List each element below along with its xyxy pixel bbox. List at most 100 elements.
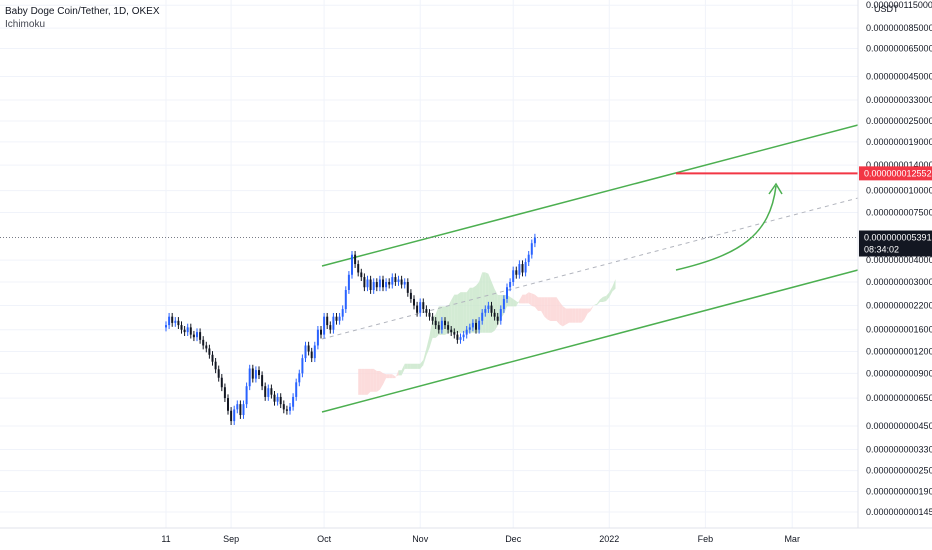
- price-tick-label: 0.000000045000: [866, 71, 932, 81]
- price-tick-label: 0.000000000650: [866, 393, 932, 403]
- cloud-segment: [578, 308, 582, 323]
- cloud-segment: [528, 292, 532, 306]
- cloud-segment: [534, 294, 538, 311]
- price-tick-label: 0.000000007500: [866, 207, 932, 217]
- time-tick-label: 11: [161, 534, 170, 544]
- candle-body: [217, 369, 220, 378]
- candle-body: [267, 388, 270, 397]
- candle-body: [496, 316, 499, 321]
- candle-body: [493, 312, 496, 317]
- indicator-label[interactable]: Ichimoku: [5, 19, 46, 30]
- candle-body: [332, 316, 335, 330]
- candle-body: [254, 370, 257, 379]
- cloud-segment: [361, 368, 365, 395]
- candle-body: [490, 305, 493, 313]
- price-tick-label: 0.000000003000: [866, 277, 932, 287]
- price-tick-label: 0.000000004000: [866, 255, 932, 265]
- cloud-segment: [472, 285, 476, 333]
- candle-body: [428, 312, 431, 317]
- candle-body: [431, 316, 434, 321]
- target-price-badge: [859, 166, 932, 181]
- candle-body: [391, 277, 394, 285]
- candle-body: [344, 289, 347, 310]
- cloud-segment: [559, 301, 563, 327]
- cloud-segment: [550, 297, 554, 322]
- price-tick-label: 0.000000115000: [866, 0, 932, 10]
- cloud-segment: [364, 368, 368, 395]
- price-tick-label: 0.000000025000: [866, 116, 932, 126]
- price-tick-label: 0.000000033000: [866, 95, 932, 105]
- candle-body: [239, 404, 242, 416]
- candle-body: [165, 325, 167, 328]
- candle-body: [468, 327, 471, 330]
- candle-body: [499, 309, 502, 321]
- cloud-segment: [426, 335, 430, 356]
- cloud-segment: [389, 374, 393, 379]
- candle-body: [310, 351, 313, 359]
- cloud-segment: [376, 370, 380, 392]
- candle-body: [251, 368, 254, 379]
- ichimoku-cloud: [358, 272, 616, 395]
- candle-body: [527, 254, 530, 263]
- cloud-segment: [448, 300, 452, 333]
- cloud-segment: [404, 363, 408, 369]
- price-tick-label: 0.000000001600: [866, 325, 932, 335]
- cloud-segment: [410, 363, 414, 369]
- candle-body: [481, 312, 484, 321]
- cloud-segment: [600, 296, 604, 302]
- cloud-segment: [553, 297, 557, 322]
- cloud-segment: [392, 374, 396, 379]
- candle-body: [502, 298, 505, 310]
- candle-body: [326, 316, 329, 326]
- candle-body: [487, 305, 490, 310]
- candle-body: [533, 237, 536, 244]
- grid-layer: [0, 0, 858, 528]
- time-tick-label: Feb: [698, 534, 714, 544]
- candle-body: [341, 309, 344, 317]
- candle-body: [437, 325, 440, 330]
- candle-body: [363, 277, 366, 288]
- cloud-segment: [373, 368, 377, 392]
- candle-body: [509, 282, 512, 288]
- candle-body: [282, 404, 285, 410]
- candle-body: [298, 373, 301, 383]
- candle-body: [168, 316, 171, 326]
- candle-body: [372, 282, 375, 290]
- candle-body: [258, 370, 260, 376]
- cloud-segment: [584, 308, 588, 320]
- cloud-segment: [538, 297, 542, 311]
- cloud-segment: [556, 297, 560, 325]
- candle-body: [382, 279, 384, 288]
- countdown-text: 08:34:02: [864, 245, 899, 255]
- candle-body: [227, 398, 229, 411]
- candle-body: [471, 322, 474, 328]
- cloud-segment: [565, 308, 569, 325]
- channel-midline: [321, 197, 859, 340]
- candle-body: [189, 327, 192, 335]
- candle-body: [329, 325, 332, 330]
- price-tick-label: 0.000000000250: [866, 466, 932, 476]
- time-tick-label: Nov: [412, 534, 429, 544]
- cloud-segment: [454, 294, 458, 333]
- cloud-segment: [476, 281, 480, 333]
- cloud-segment: [606, 292, 610, 301]
- candle-body: [233, 409, 236, 422]
- cloud-segment: [516, 300, 520, 307]
- candle-body: [335, 316, 338, 321]
- cloud-segment: [603, 295, 607, 302]
- candle-body: [521, 264, 524, 273]
- cloud-segment: [519, 294, 523, 304]
- candle-body: [214, 361, 217, 370]
- cloud-segment: [609, 286, 613, 298]
- cloud-segment: [457, 292, 461, 333]
- candle-body: [180, 325, 183, 330]
- candle-body: [186, 327, 189, 333]
- candle-body: [388, 282, 391, 285]
- time-tick-label: Oct: [317, 534, 332, 544]
- candle-body: [378, 279, 381, 288]
- candle-body: [518, 264, 521, 275]
- cloud-segment: [367, 368, 371, 395]
- cloud-segment: [401, 363, 405, 376]
- candle-body: [202, 339, 205, 346]
